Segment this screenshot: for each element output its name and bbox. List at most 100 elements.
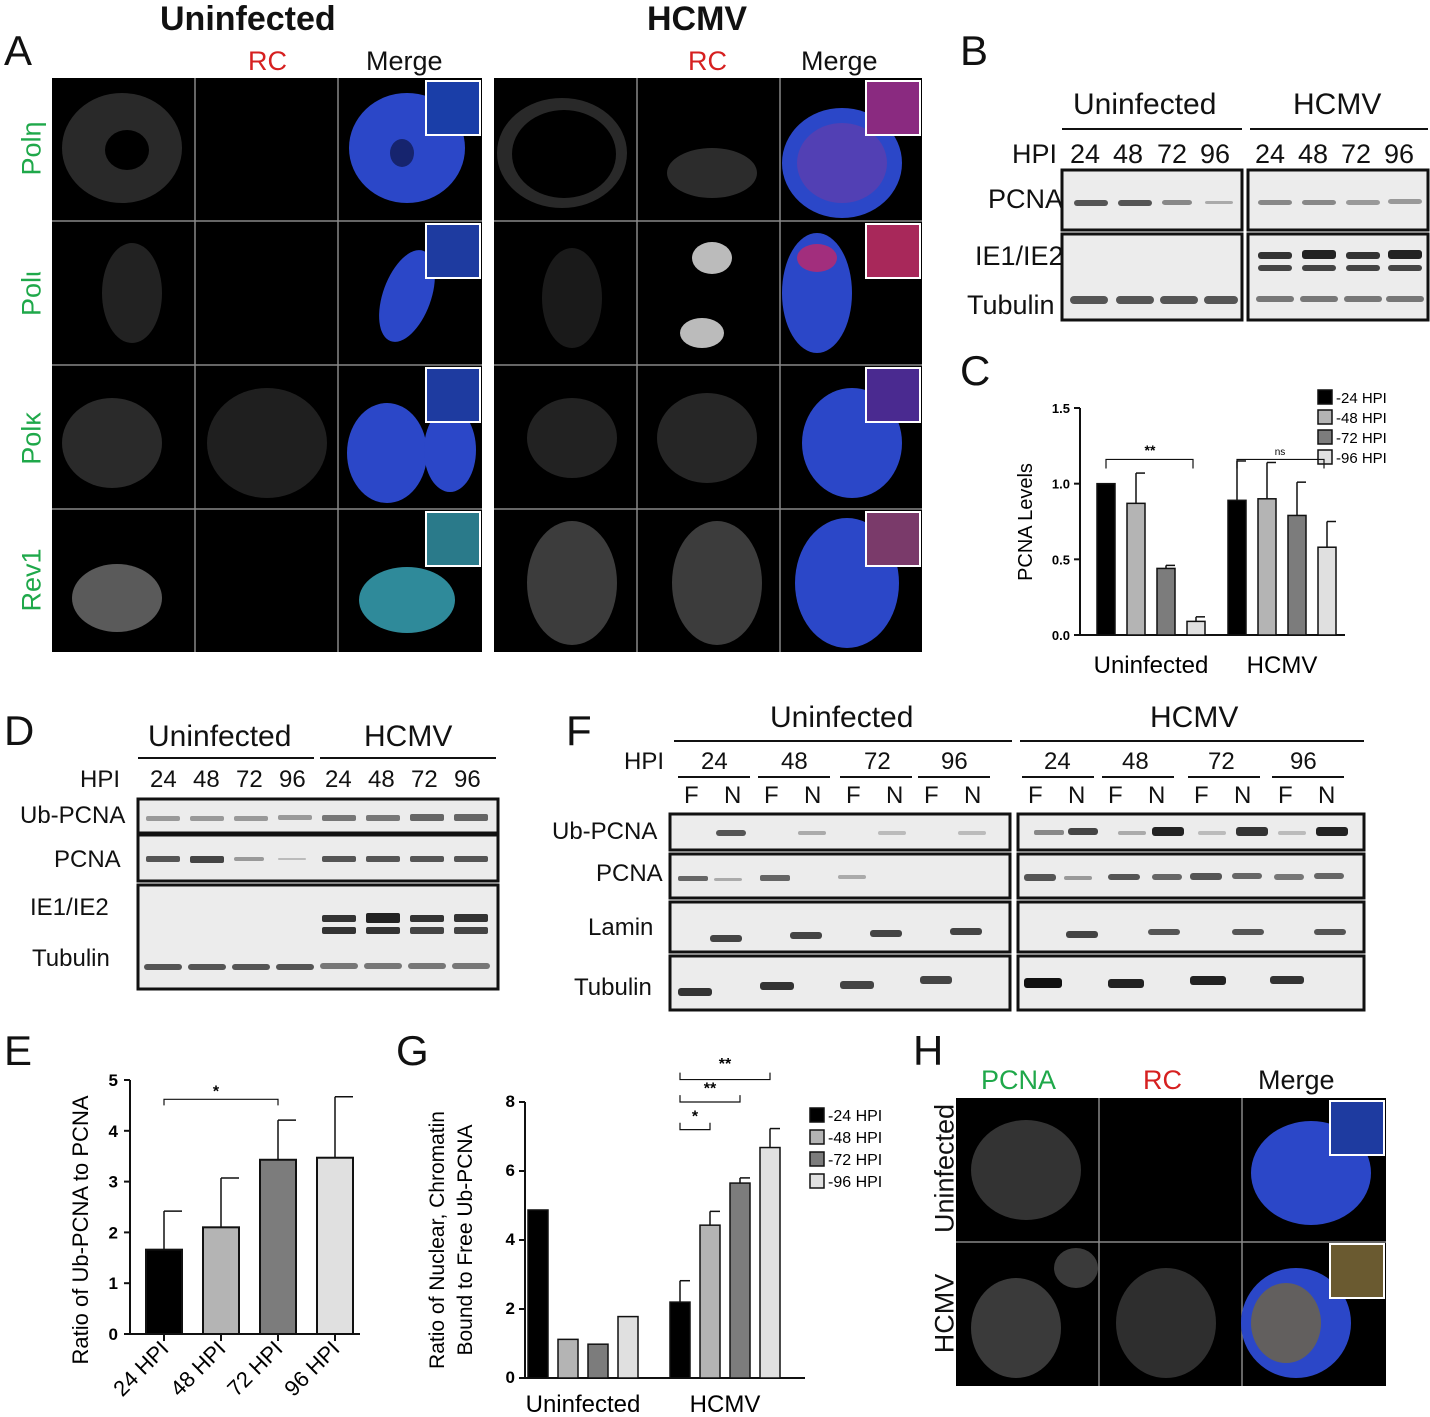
panel-label-h: H <box>913 1027 944 1074</box>
panel-f-row-pcna: PCNA <box>596 860 663 887</box>
bar <box>145 1248 183 1335</box>
y-tick-label: 4 <box>506 1230 516 1249</box>
panel-b-row-tubulin: Tubulin <box>967 290 1055 320</box>
panel-d-tp-4: 96 <box>279 766 306 793</box>
group-label: HCMV <box>690 1391 761 1417</box>
panel-b-underline-2 <box>1250 128 1428 130</box>
y-axis-title: PCNA Levels <box>1015 463 1037 581</box>
panel-a-row-poliota: Polι <box>16 270 47 317</box>
panel-f-fraction-4-n: N <box>964 782 982 809</box>
sig-bracket <box>679 1095 741 1103</box>
panel-h-row-hcmv: HCMV <box>929 1273 960 1354</box>
sig-label: * <box>213 1083 220 1100</box>
y-tick-label: 3 <box>109 1173 118 1192</box>
legend-swatch <box>809 1107 825 1123</box>
panel-label-g: G <box>396 1027 429 1074</box>
panel-f-fraction-7-n: N <box>1234 782 1252 809</box>
panel-a-merge-label-1: Merge <box>366 46 443 76</box>
legend-label: -24 HPI <box>828 1108 882 1125</box>
panel-f-tp-underline-1 <box>678 776 750 778</box>
panel-label-f: F <box>566 707 592 754</box>
panel-d-row-pcna: PCNA <box>54 846 121 873</box>
y-axis-title: Ratio of Ub-PCNA to PCNA <box>68 1095 93 1364</box>
panel-label-b: B <box>960 27 989 74</box>
y-tick-label: 1.5 <box>1052 401 1070 416</box>
panel-d-tp-7: 72 <box>411 766 438 793</box>
group-label: HCMV <box>1247 652 1318 679</box>
panel-d-tp-1: 24 <box>150 766 177 793</box>
panel-label-c: C <box>960 347 991 394</box>
panel-d-underline-1 <box>138 757 314 759</box>
panel-d-uninfected: Uninfected <box>148 720 292 753</box>
sig-label: ns <box>1275 447 1286 458</box>
bar <box>1156 567 1176 636</box>
bar <box>1227 499 1247 636</box>
panel-a-rc-label-2: RC <box>688 46 727 76</box>
sig-label: ** <box>719 1056 732 1073</box>
bar <box>617 1315 639 1379</box>
panel-f-tp-8: 96 <box>1290 748 1317 775</box>
panel-b-tp-4: 96 <box>1200 139 1231 169</box>
bar <box>669 1301 691 1379</box>
panel-b-hcmv: HCMV <box>1293 88 1382 121</box>
y-tick-label: 0.0 <box>1052 628 1070 643</box>
y-tick-label: 4 <box>109 1122 119 1141</box>
panel-a-uninfected-title: Uninfected <box>160 0 336 38</box>
panel-f-fraction-2-n: N <box>804 782 822 809</box>
panel-d-hpi: HPI <box>80 766 121 793</box>
panel-d-tp-8: 96 <box>454 766 481 793</box>
panel-f-tp-4: 96 <box>941 748 968 775</box>
panel-f-fraction-6-n: N <box>1148 782 1166 809</box>
panel-f-tp-7: 72 <box>1208 748 1235 775</box>
sig-bracket <box>163 1098 279 1106</box>
panel-f-tp-underline-7 <box>1188 776 1260 778</box>
panel-h-rc-label: RC <box>1143 1065 1182 1095</box>
panel-f-uninfected: Uninfected <box>770 701 914 734</box>
panel-f-fraction-7-f: F <box>1194 782 1209 809</box>
panel-b-tp-1: 24 <box>1070 139 1101 169</box>
bar <box>587 1343 609 1379</box>
bar <box>259 1158 297 1335</box>
legend-swatch <box>809 1173 825 1189</box>
panel-f-fraction-5-n: N <box>1068 782 1086 809</box>
bar <box>316 1156 354 1335</box>
panel-b-blots <box>1060 168 1430 322</box>
panel-c-chart: 0.0 0.5 1.0 1.5 Uninfected HCMV -24 HPI -48 HPI… <box>1015 389 1387 679</box>
panel-label-a: A <box>4 27 33 74</box>
sig-label: ** <box>704 1080 717 1097</box>
panel-d-row-tubulin: Tubulin <box>32 945 110 972</box>
sig-label: * <box>692 1109 699 1126</box>
panel-label-e: E <box>4 1027 33 1074</box>
legend-label: -48 HPI <box>1336 410 1387 427</box>
panel-f-fraction-3-n: N <box>886 782 904 809</box>
y-tick-label: 0 <box>109 1325 118 1344</box>
panel-d-blots <box>136 797 500 991</box>
panel-b-tp-2: 48 <box>1113 139 1144 169</box>
bar <box>759 1146 781 1379</box>
panel-d-row-ubpcna: Ub-PCNA <box>20 802 126 829</box>
bar <box>1257 498 1277 636</box>
panel-b-hpi: HPI <box>1012 139 1058 169</box>
panel-f-fraction-1-n: N <box>724 782 742 809</box>
y-tick-label: 0 <box>506 1368 515 1387</box>
legend-swatch <box>1317 389 1333 405</box>
panel-h-row-uninfected: Uninfected <box>929 1103 960 1234</box>
x-tick-label: 24 HPI <box>108 1336 173 1401</box>
panel-f-fraction-1-f: F <box>684 782 699 809</box>
panel-f-tp-5: 24 <box>1044 748 1071 775</box>
panel-f-tp-underline-8 <box>1272 776 1344 778</box>
legend-label: -96 HPI <box>1336 450 1387 467</box>
panel-f-underline-1 <box>674 740 1012 742</box>
panel-label-d: D <box>4 707 35 754</box>
panel-a-row-rev1: Rev1 <box>16 548 47 612</box>
panel-d-underline-2 <box>320 757 496 759</box>
panel-h-micrograph-grid <box>956 1098 1386 1386</box>
panel-f-row-ubpcna: Ub-PCNA <box>552 818 658 845</box>
panel-f-row-tubulin: Tubulin <box>574 974 652 1001</box>
panel-f-tp-underline-6 <box>1102 776 1174 778</box>
panel-f-row-lamin: Lamin <box>588 914 654 941</box>
bar <box>1186 620 1206 636</box>
y-tick-label: 1.0 <box>1052 477 1070 492</box>
legend-label: -24 HPI <box>1336 390 1387 407</box>
panel-b-tp-7: 72 <box>1341 139 1372 169</box>
